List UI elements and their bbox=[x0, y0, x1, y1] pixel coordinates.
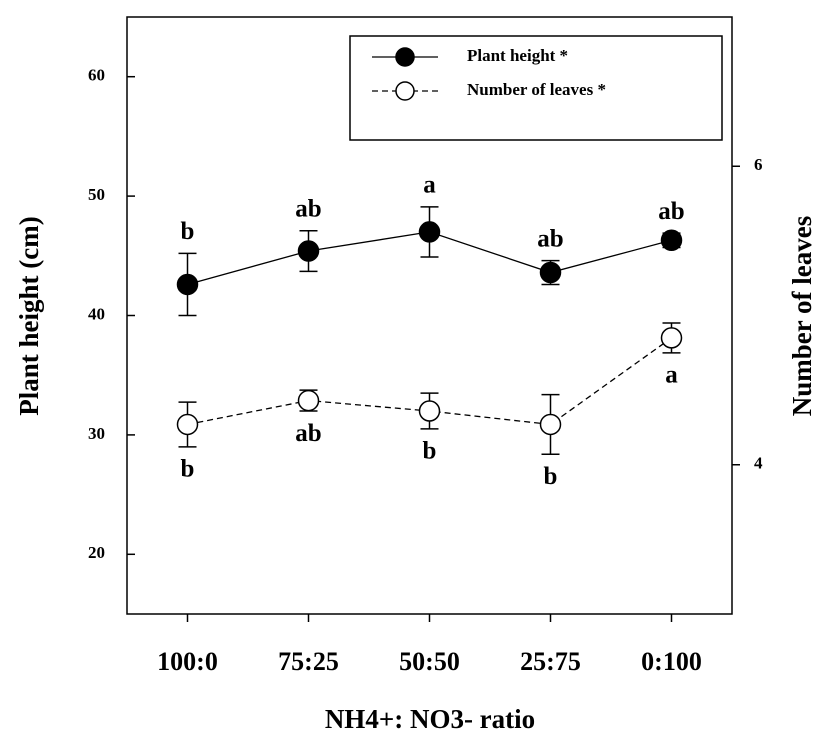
y2-tick-label: 6 bbox=[754, 155, 763, 174]
legend-label: Plant height * bbox=[467, 46, 568, 65]
significance-letter: ab bbox=[295, 420, 321, 447]
marker bbox=[297, 389, 320, 412]
legend-label: Number of leaves * bbox=[467, 80, 606, 99]
marker bbox=[418, 221, 441, 243]
significance-letter: b bbox=[544, 463, 558, 490]
x-tick-label: 25:75 bbox=[520, 647, 581, 676]
marker bbox=[418, 400, 441, 422]
significance-letter: ab bbox=[537, 225, 563, 252]
y-tick-label: 50 bbox=[88, 185, 105, 204]
marker bbox=[539, 413, 562, 436]
significance-letter: b bbox=[181, 456, 195, 483]
y-tick-label: 20 bbox=[88, 543, 105, 562]
significance-letter: ab bbox=[295, 195, 321, 222]
marker bbox=[297, 240, 320, 262]
y2-tick-label: 4 bbox=[754, 454, 763, 473]
x-tick-label: 75:25 bbox=[278, 647, 339, 676]
legend-marker bbox=[395, 47, 415, 67]
x-tick-label: 0:100 bbox=[641, 647, 702, 676]
y-tick-label: 60 bbox=[88, 66, 105, 85]
y-tick-label: 40 bbox=[88, 304, 105, 323]
significance-letter: ab bbox=[658, 198, 684, 225]
marker bbox=[176, 273, 199, 296]
marker bbox=[176, 413, 199, 436]
marker bbox=[660, 327, 683, 349]
significance-letter: b bbox=[181, 218, 195, 245]
legend-marker bbox=[395, 81, 415, 101]
y2-axis-label: Number of leaves bbox=[787, 216, 817, 416]
y-tick-label: 30 bbox=[88, 424, 105, 443]
significance-letter: a bbox=[423, 172, 436, 199]
y-axis-label: Plant height (cm) bbox=[14, 216, 44, 415]
significance-letter: b bbox=[423, 438, 437, 465]
x-tick-label: 50:50 bbox=[399, 647, 460, 676]
x-axis-label: NH4+: NO3- ratio bbox=[325, 704, 535, 734]
marker bbox=[539, 261, 562, 284]
x-tick-label: 100:0 bbox=[157, 647, 218, 676]
significance-letter: a bbox=[665, 362, 678, 389]
marker bbox=[660, 229, 683, 252]
